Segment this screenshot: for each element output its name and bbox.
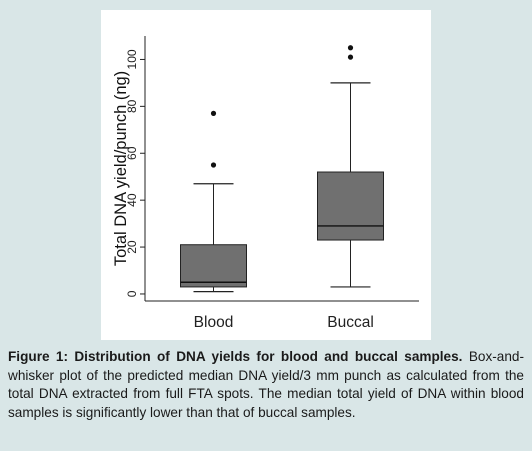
outlier-point <box>210 110 217 116</box>
caption-title: Figure 1: Distribution of DNA yields for… <box>8 349 463 364</box>
x-tick-label: Blood <box>194 314 234 331</box>
figure-caption: Figure 1: Distribution of DNA yields for… <box>8 348 524 422</box>
outlier-point <box>210 162 217 168</box>
x-tick-label: Buccal <box>327 314 374 331</box>
box-iqr <box>317 171 384 241</box>
y-axis-title: Total DNA yield/punch (ng) <box>112 71 130 266</box>
chart-panel: 0 20 40 60 80 100 Total DNA yield/punch (ng) Bl… <box>101 10 431 340</box>
y-tick-label: 100 <box>125 49 139 69</box>
caption-body: Box-and-whisker plot of the predicted me… <box>8 349 524 420</box>
y-tick-label: 0 <box>125 290 139 297</box>
box-iqr <box>180 244 247 288</box>
outlier-point <box>347 45 354 51</box>
y-tick-label: 60 <box>125 146 139 160</box>
y-tick-label: 20 <box>125 240 139 254</box>
outlier-point <box>347 54 354 60</box>
box-plot: 0 20 40 60 80 100 Total DNA yield/punch (ng) Bl… <box>112 36 419 331</box>
y-tick-label: 40 <box>125 193 139 207</box>
y-tick-label: 80 <box>125 99 139 113</box>
